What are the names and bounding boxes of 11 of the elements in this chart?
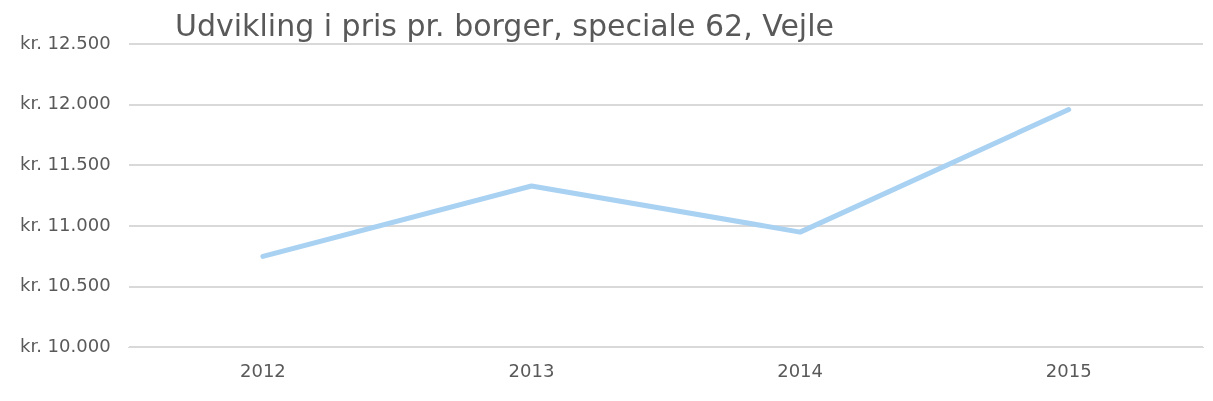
y-tick-label: kr. 11.000: [19, 213, 111, 235]
chart-title: Udvikling i pris pr. borger, speciale 62, Vejle: [175, 8, 834, 43]
x-tick-label: 2013: [508, 359, 555, 381]
y-tick-label: kr. 10.500: [19, 274, 111, 296]
y-tick-label: kr. 12.500: [19, 31, 111, 53]
y-tick-label: kr. 11.500: [19, 153, 111, 175]
x-tick-label: 2012: [239, 359, 286, 381]
y-tick-label: kr. 12.000: [19, 92, 111, 114]
y-tick-label: kr. 10.000: [19, 335, 111, 357]
x-tick-label: 2014: [777, 359, 824, 381]
x-tick-label: 2015: [1045, 359, 1092, 381]
